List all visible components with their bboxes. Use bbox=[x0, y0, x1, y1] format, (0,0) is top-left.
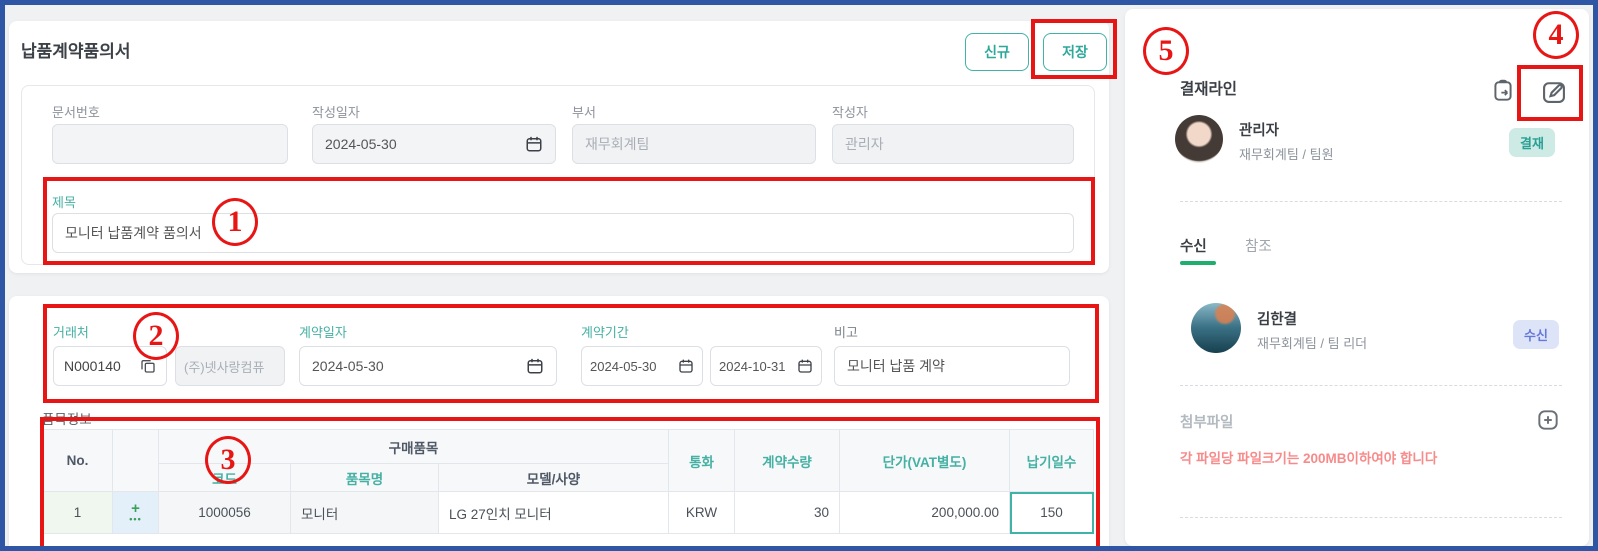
col-header-unit-price: 단가(VAT별도) bbox=[839, 429, 1010, 492]
item-currency-cell[interactable]: KRW bbox=[668, 491, 735, 534]
item-code-cell[interactable]: 1000056 bbox=[158, 491, 291, 534]
approver-name: 관리자 bbox=[1239, 123, 1280, 139]
attachment-title: 첨부파일 bbox=[1180, 415, 1234, 431]
col-header-currency: 통화 bbox=[668, 429, 735, 492]
remark-field[interactable]: 모니터 납품 계약 bbox=[834, 346, 1070, 386]
contract-items-card: 거래처 N000140 (주)넷사랑컴퓨 계약일자 2024-05-30 계약기… bbox=[9, 296, 1109, 546]
tab-cc[interactable]: 참조 bbox=[1245, 239, 1272, 255]
writer-field: 관리자 bbox=[832, 124, 1074, 164]
document-header-card: 납품계약품의서 신규 저장 문서번호 작성일자 2024-05-30 부서 재무… bbox=[9, 21, 1109, 273]
active-tab-underline bbox=[1180, 261, 1216, 265]
approver-avatar bbox=[1175, 115, 1223, 163]
copy-icon[interactable] bbox=[140, 358, 156, 374]
calendar-icon[interactable] bbox=[525, 135, 543, 153]
new-button[interactable]: 신규 bbox=[965, 33, 1029, 71]
calendar-icon[interactable] bbox=[678, 358, 694, 374]
contract-period-from-value: 2024-05-30 bbox=[590, 358, 657, 374]
writer-label: 작성자 bbox=[832, 105, 868, 120]
client-code-value: N000140 bbox=[64, 358, 121, 374]
contract-date-label: 계약일자 bbox=[299, 325, 347, 340]
subject-field[interactable]: 모니터 납품계약 품의서 bbox=[52, 213, 1074, 253]
subject-value: 모니터 납품계약 품의서 bbox=[65, 225, 202, 241]
col-group-purchase-item: 구매품목 bbox=[158, 429, 669, 464]
write-date-field[interactable]: 2024-05-30 bbox=[312, 124, 556, 164]
write-date-label: 작성일자 bbox=[312, 105, 360, 120]
attachment-size-notice: 각 파일당 파일크기는 200MB이하여야 합니다 bbox=[1180, 451, 1438, 466]
tab-receive[interactable]: 수신 bbox=[1180, 239, 1207, 255]
client-name-value: (주)넷사랑컴퓨 bbox=[184, 359, 265, 375]
calendar-icon[interactable] bbox=[526, 357, 544, 375]
recipient-team: 재무회계팀 / 팀 리더 bbox=[1257, 336, 1368, 351]
add-attachment-icon[interactable] bbox=[1533, 405, 1563, 435]
recipient-status-badge: 수신 bbox=[1513, 320, 1559, 349]
dept-field: 재무회계팀 bbox=[572, 124, 816, 164]
edit-approval-line-icon[interactable] bbox=[1537, 75, 1571, 109]
divider bbox=[1180, 517, 1562, 518]
col-header-code: 코드 bbox=[158, 463, 291, 492]
contract-date-field[interactable]: 2024-05-30 bbox=[299, 346, 557, 386]
approver-status-badge: 결재 bbox=[1509, 128, 1555, 157]
item-row: 1 + ••• 1000056 모니터 LG 27인치 모니터 KRW 30 20… bbox=[42, 491, 1094, 534]
divider bbox=[1180, 201, 1562, 202]
col-header-qty: 계약수량 bbox=[734, 429, 840, 492]
approver-team: 재무회계팀 / 팀원 bbox=[1239, 147, 1334, 162]
dept-label: 부서 bbox=[572, 105, 596, 120]
writer-value: 관리자 bbox=[845, 136, 884, 152]
item-no-cell: 1 bbox=[42, 491, 113, 534]
doc-info-fieldset: 문서번호 작성일자 2024-05-30 부서 재무회계팀 작성자 관리자 제목 bbox=[21, 85, 1095, 265]
remark-label: 비고 bbox=[834, 325, 858, 340]
doc-no-label: 문서번호 bbox=[52, 105, 100, 120]
doc-no-field[interactable] bbox=[52, 124, 288, 164]
approval-line-title: 결재라인 bbox=[1180, 81, 1238, 98]
recipient-avatar bbox=[1191, 303, 1241, 353]
client-code-field[interactable]: N000140 bbox=[53, 346, 167, 386]
contract-date-value: 2024-05-30 bbox=[312, 358, 384, 374]
save-button[interactable]: 저장 bbox=[1043, 33, 1107, 71]
divider bbox=[1180, 385, 1562, 386]
page-title: 납품계약품의서 bbox=[21, 42, 131, 61]
client-label: 거래처 bbox=[53, 325, 89, 340]
approval-panel: 결재라인 관리자 재무회계팀 / 팀원 결재 수신 참조 김한결 재무회계팀 /… bbox=[1125, 9, 1589, 546]
item-unit-price-cell[interactable]: 200,000.00 bbox=[839, 491, 1010, 534]
contract-period-from-field[interactable]: 2024-05-30 bbox=[581, 346, 703, 386]
col-header-delivery-days: 납기일수 bbox=[1009, 429, 1094, 492]
col-header-rowtools bbox=[112, 429, 159, 492]
col-header-item-name: 품목명 bbox=[290, 463, 439, 492]
dept-value: 재무회계팀 bbox=[585, 136, 650, 152]
item-name-cell[interactable]: 모니터 bbox=[290, 491, 439, 534]
item-model-cell[interactable]: LG 27인치 모니터 bbox=[438, 491, 669, 534]
items-table: No. 구매품목 통화 계약수량 단가(VAT별도) 납기일수 코드 품목명 모… bbox=[42, 429, 1094, 534]
item-delivery-days-cell[interactable]: 150 bbox=[1009, 491, 1094, 534]
add-row-icon[interactable]: + ••• bbox=[129, 500, 142, 524]
col-header-model-spec: 모델/사양 bbox=[438, 463, 669, 492]
remark-value: 모니터 납품 계약 bbox=[847, 358, 945, 374]
write-date-value: 2024-05-30 bbox=[325, 136, 397, 152]
item-qty-cell[interactable]: 30 bbox=[734, 491, 840, 534]
contract-period-to-field[interactable]: 2024-10-31 bbox=[710, 346, 822, 386]
col-header-no: No. bbox=[42, 429, 113, 492]
items-section-label: 품목정보 bbox=[42, 412, 92, 427]
client-name-field: (주)넷사랑컴퓨 bbox=[175, 346, 285, 386]
add-row-cell[interactable]: + ••• bbox=[112, 491, 159, 534]
approval-line-load-icon[interactable] bbox=[1487, 75, 1519, 107]
contract-period-label: 계약기간 bbox=[581, 325, 629, 340]
recipient-name: 김한결 bbox=[1257, 312, 1298, 328]
contract-period-to-value: 2024-10-31 bbox=[719, 358, 786, 374]
calendar-icon[interactable] bbox=[797, 358, 813, 374]
subject-label: 제목 bbox=[52, 195, 76, 210]
